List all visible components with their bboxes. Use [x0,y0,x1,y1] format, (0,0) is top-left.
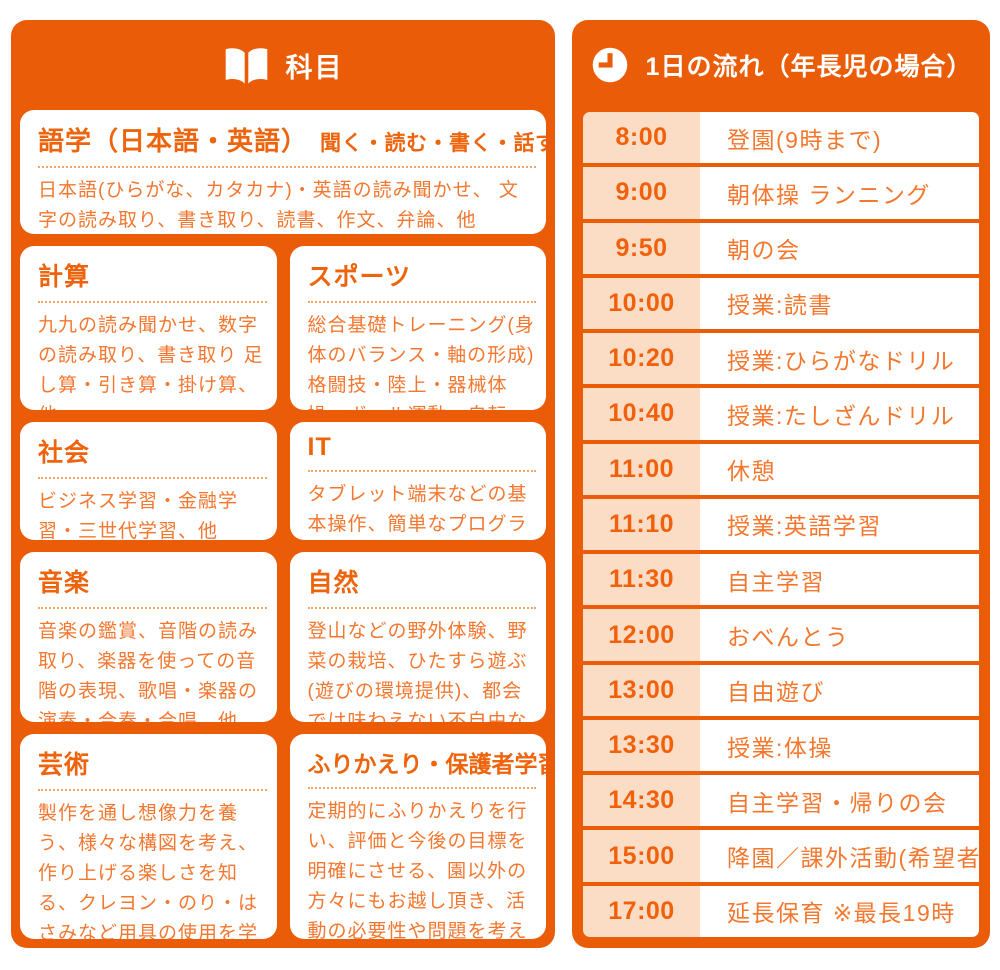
schedule-row: 8:00 登園(9時まで) [583,112,979,164]
card-body: 九九の読み聞かせ、数字の読み取り、書き取り 足し算・引き算・掛け算、他 [38,315,264,410]
schedule-row: 9:00 朝体操 ランニング [583,167,979,219]
card-it: IT タブレット端末などの基本操作、簡単なプログラミング [289,422,546,540]
schedule-row: 13:30 授業:体操 [583,719,979,772]
card-title: 芸術 [38,745,267,791]
card-music: 音楽 音楽の鑑賞、音階の読み取り、楽器を使っての音階の表現、歌唱・楽器の演奏・合… [20,552,277,722]
activity-cell: 授業:読書 [700,277,979,330]
card-review: ふりかえり・保護者学習 定期的にふりかえりを行い、評価と今後の目標を明確にさせる… [289,734,546,939]
subject-cards: 語学（日本語・英語） 聞く・読む・書く・話す 日本語(ひらがな、カタカナ)・英語… [11,110,555,939]
card-body: 音楽の鑑賞、音階の読み取り、楽器を使っての音階の表現、歌唱・楽器の演奏・合奏・合… [38,621,259,722]
card-body: 製作を通し想像力を養う、様々な構図を考え、作り上げる楽しさを知る、クレヨン・のり… [38,803,259,939]
time-cell: 8:00 [583,112,700,164]
subjects-panel: 科目 語学（日本語・英語） 聞く・読む・書く・話す 日本語(ひらがな、カタカナ)… [11,20,555,948]
card-title: IT [307,433,536,472]
time-cell: 12:00 [583,609,700,661]
schedule-row: 14:30 自主学習・帰りの会 [583,775,979,827]
schedule-row: 11:30 自主学習 [583,554,979,606]
schedule-row: 10:00 授業:読書 [583,277,979,330]
time-cell: 17:00 [583,885,700,937]
time-cell: 14:30 [583,775,700,827]
card-calculation: 計算 九九の読み聞かせ、数字の読み取り、書き取り 足し算・引き算・掛け算、他 [20,246,277,410]
card-title: 自然 [307,563,536,609]
activity-cell: 登園(9時まで) [700,112,979,164]
schedule-row: 12:00 おべんとう [583,609,979,661]
card-sports: スポーツ 総合基礎トレーニング(身体のバランス・軸の形成) 格闘技・陸上・器械体… [289,246,546,410]
card-language: 語学（日本語・英語） 聞く・読む・書く・話す 日本語(ひらがな、カタカナ)・英語… [20,110,546,234]
time-cell: 13:30 [583,719,700,772]
card-row-3: 社会 ビジネス学習・金融学習・三世代学習、他 IT タブレット端末などの基本操作… [20,422,546,540]
card-row-4: 音楽 音楽の鑑賞、音階の読み取り、楽器を使っての音階の表現、歌唱・楽器の演奏・合… [20,552,546,722]
card-body: ビジネス学習・金融学習・三世代学習、他 [38,491,239,540]
open-book-icon [223,45,270,86]
card-social: 社会 ビジネス学習・金融学習・三世代学習、他 [20,422,277,540]
activity-cell: 授業:たしざんドリル [700,388,979,440]
card-body: 総合基礎トレーニング(身体のバランス・軸の形成) 格闘技・陸上・器械体操・ボール… [307,315,535,410]
card-row-5: 芸術 製作を通し想像力を養う、様々な構図を考え、作り上げる楽しさを知る、クレヨン… [20,734,546,939]
activity-cell: 自主学習・帰りの会 [700,775,979,827]
schedule-row: 11:00 休憩 [583,443,979,495]
schedule-table: 8:00 登園(9時まで) 9:00 朝体操 ランニング 9:50 朝の会 10… [583,112,979,937]
card-title: 計算 [38,257,267,303]
schedule-row: 15:00 降園／課外活動(希望者) [583,830,979,882]
time-cell: 15:00 [583,830,700,882]
schedule-row: 11:10 授業:英語学習 [583,498,979,551]
schedule-panel-header: 1日の流れ（年長児の場合） [572,20,990,110]
activity-cell: 朝の会 [700,222,979,274]
time-cell: 10:20 [583,333,700,385]
activity-cell: 延長保育 ※最長19時 [700,885,979,937]
card-art: 芸術 製作を通し想像力を養う、様々な構図を考え、作り上げる楽しさを知る、クレヨン… [20,734,277,939]
card-title: 社会 [38,433,267,479]
activity-cell: おべんとう [700,609,979,661]
schedule-title: 1日の流れ（年長児の場合） [645,53,973,81]
schedule-panel: 1日の流れ（年長児の場合） 8:00 登園(9時まで) 9:00 朝体操 ランニ… [572,20,990,948]
subjects-panel-header: 科目 [11,20,555,110]
activity-cell: 朝体操 ランニング [700,167,979,219]
schedule-row: 17:00 延長保育 ※最長19時 [583,885,979,937]
activity-cell: 降園／課外活動(希望者) [700,830,979,882]
card-body: タブレット端末などの基本操作、簡単なプログラミング [307,484,528,535]
card-title: スポーツ [307,257,536,303]
activity-cell: 授業:体操 [700,719,979,772]
time-cell: 11:00 [583,443,700,495]
schedule-row: 9:50 朝の会 [583,222,979,274]
clock-icon [590,45,630,85]
schedule-row: 10:20 授業:ひらがなドリル [583,333,979,385]
time-cell: 13:00 [583,664,700,716]
card-row-2: 計算 九九の読み聞かせ、数字の読み取り、書き取り 足し算・引き算・掛け算、他 ス… [20,246,546,410]
card-title: 語学（日本語・英語） [38,126,309,156]
card-subtitle: 聞く・読む・書く・話す [320,132,546,155]
time-cell: 10:00 [583,277,700,330]
card-language-head: 語学（日本語・英語） 聞く・読む・書く・話す [38,121,546,168]
schedule-row: 13:00 自由遊び [583,664,979,716]
schedule-row: 10:40 授業:たしざんドリル [583,388,979,440]
card-title: ふりかえり・保護者学習 [307,745,546,789]
activity-cell: 自主学習 [700,554,979,606]
time-cell: 9:50 [583,222,700,274]
card-body: 登山などの野外体験、野菜の栽培、ひたすら遊ぶ(遊びの環境提供)、都会では味わえな… [307,621,528,722]
time-cell: 10:40 [583,388,700,440]
card-title: 音楽 [38,563,267,609]
activity-cell: 休憩 [700,443,979,495]
card-body: 定期的にふりかえりを行い、評価と今後の目標を明確にさせる、園以外の方々にもお越し… [307,801,528,939]
activity-cell: 授業:ひらがなドリル [700,333,979,385]
time-cell: 11:30 [583,554,700,606]
time-cell: 9:00 [583,167,700,219]
card-nature: 自然 登山などの野外体験、野菜の栽培、ひたすら遊ぶ(遊びの環境提供)、都会では味… [289,552,546,722]
subjects-title: 科目 [285,52,344,83]
activity-cell: 自由遊び [700,664,979,716]
time-cell: 11:10 [583,498,700,551]
activity-cell: 授業:英語学習 [700,498,979,551]
card-body: 日本語(ひらがな、カタカナ)・英語の読み聞かせ、 文字の読み取り、書き取り、読書… [38,180,519,231]
